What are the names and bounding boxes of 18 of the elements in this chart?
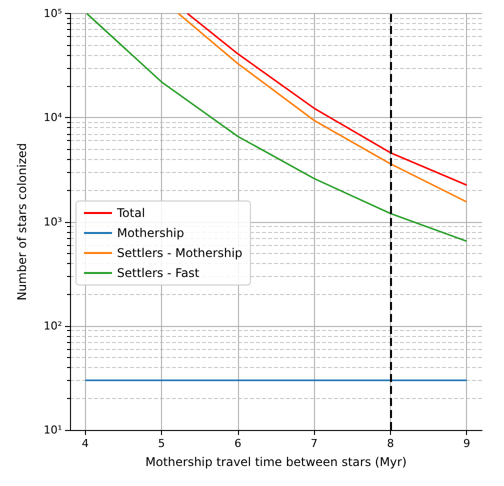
y-tick-label: 10⁴: [44, 111, 63, 124]
y-axis-title: Number of stars colonized: [15, 142, 29, 301]
x-tick-label: 8: [386, 437, 394, 450]
x-axis-title: Mothership travel time between stars (Myr): [145, 455, 407, 469]
y-tick-label: 10⁵: [44, 7, 62, 20]
x-tick-label: 7: [310, 437, 318, 450]
x-tick-label: 6: [234, 437, 242, 450]
y-tick-label: 10¹: [44, 424, 62, 436]
legend-label: Mothership: [117, 226, 184, 240]
x-tick-label: 4: [82, 437, 89, 450]
x-tick-label: 9: [463, 437, 470, 450]
line-series: [86, 12, 468, 242]
legend-label: Settlers - Mothership: [117, 246, 242, 260]
legend-label: Total: [116, 206, 146, 220]
legend-label: Settlers - Fast: [117, 266, 200, 280]
y-tick-label: 10²: [44, 319, 62, 332]
y-tick-label: 10³: [44, 215, 62, 228]
x-tick-label: 5: [158, 437, 166, 450]
